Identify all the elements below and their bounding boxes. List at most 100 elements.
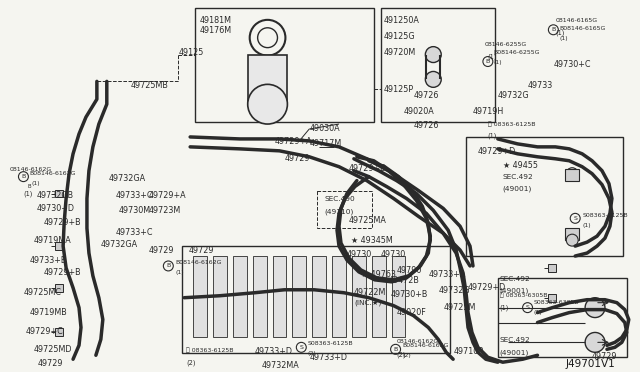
Text: SEC.492: SEC.492 <box>503 174 534 180</box>
Text: 49030A: 49030A <box>309 124 340 133</box>
Text: 49733+B: 49733+B <box>29 256 67 265</box>
Text: SEC.492: SEC.492 <box>500 337 531 343</box>
Circle shape <box>585 333 605 352</box>
Text: 49125G: 49125G <box>383 32 415 41</box>
Bar <box>548 264 556 272</box>
Text: S: S <box>525 305 529 310</box>
Text: (1): (1) <box>175 270 184 275</box>
Bar <box>55 242 63 250</box>
Bar <box>332 256 346 337</box>
Text: 49729+B: 49729+B <box>44 218 81 227</box>
Text: S08363-6125B: S08363-6125B <box>582 214 628 218</box>
Bar <box>372 256 386 337</box>
Text: 49710R: 49710R <box>453 347 484 356</box>
Text: 49729: 49729 <box>188 246 214 255</box>
Text: 49020F: 49020F <box>397 308 426 317</box>
Text: ★ 49763: ★ 49763 <box>361 270 396 279</box>
Text: 49717M: 49717M <box>309 139 342 148</box>
Bar <box>498 278 627 357</box>
Text: 49720M: 49720M <box>383 48 416 57</box>
Text: (1): (1) <box>488 54 497 60</box>
Text: 49733+C: 49733+C <box>116 228 153 237</box>
Circle shape <box>426 71 441 87</box>
Text: 49733: 49733 <box>527 81 553 90</box>
Text: 49730M: 49730M <box>118 206 151 215</box>
Text: B08146-6162G: B08146-6162G <box>29 171 76 176</box>
Text: 49725MC: 49725MC <box>24 288 61 297</box>
Bar <box>317 190 372 228</box>
Text: ⒢ 08363-6305B: ⒢ 08363-6305B <box>500 293 547 298</box>
Text: B: B <box>166 263 170 269</box>
Text: (49001): (49001) <box>500 349 529 356</box>
Text: 491250A: 491250A <box>383 16 420 25</box>
Text: 49730: 49730 <box>347 250 372 259</box>
Text: 49730+C: 49730+C <box>554 60 591 68</box>
Circle shape <box>566 168 578 180</box>
Text: 49730+D: 49730+D <box>36 205 74 214</box>
Text: 08146-6162G: 08146-6162G <box>397 339 439 344</box>
Text: 49725M: 49725M <box>444 303 476 312</box>
Text: 08146-6162G: 08146-6162G <box>10 167 52 172</box>
Text: 49733+D: 49733+D <box>255 347 292 356</box>
Bar <box>565 169 579 181</box>
Text: B08146-6165G: B08146-6165G <box>559 26 605 31</box>
Text: 49729+B: 49729+B <box>44 268 81 277</box>
Text: 49725MD: 49725MD <box>33 345 72 355</box>
Text: 49732GB: 49732GB <box>36 190 74 199</box>
Bar <box>352 256 366 337</box>
Bar <box>312 256 326 337</box>
Bar <box>292 256 307 337</box>
Text: B: B <box>394 347 397 352</box>
Bar <box>55 328 63 336</box>
Text: 49719MA: 49719MA <box>33 236 71 245</box>
Text: 49020A: 49020A <box>403 107 435 116</box>
Text: B: B <box>21 174 26 179</box>
Text: 08146-6165G: 08146-6165G <box>556 18 598 23</box>
Bar <box>253 256 267 337</box>
Text: 49729: 49729 <box>148 246 174 255</box>
Bar <box>548 294 556 302</box>
Text: 49181M: 49181M <box>200 16 232 25</box>
Text: 49726: 49726 <box>413 121 439 130</box>
Text: 49729+D: 49729+D <box>478 147 516 156</box>
Text: (1): (1) <box>559 36 568 41</box>
Text: 49125P: 49125P <box>383 85 414 94</box>
Circle shape <box>566 234 578 246</box>
Text: B: B <box>486 59 490 64</box>
Text: 49790: 49790 <box>397 266 422 275</box>
Text: (1): (1) <box>24 190 33 197</box>
Text: (49110): (49110) <box>324 208 353 215</box>
Text: S08363-6125B: S08363-6125B <box>307 341 353 346</box>
Text: B08146-6162G: B08146-6162G <box>175 260 222 265</box>
Text: (1): (1) <box>500 305 509 311</box>
Text: 08146-6255G: 08146-6255G <box>485 42 527 46</box>
Text: (49001): (49001) <box>500 288 529 294</box>
Text: SEC.490: SEC.490 <box>324 196 355 202</box>
Text: 49125: 49125 <box>179 48 204 57</box>
Text: 49729: 49729 <box>592 352 618 361</box>
Circle shape <box>248 84 287 124</box>
Bar <box>392 256 406 337</box>
Text: 49729: 49729 <box>37 359 63 368</box>
Text: (49001): (49001) <box>503 186 532 192</box>
Text: 49732MA: 49732MA <box>262 361 300 370</box>
Text: 49719H: 49719H <box>473 107 504 116</box>
Text: (1): (1) <box>582 223 591 228</box>
Text: B: B <box>551 27 556 32</box>
Text: 49733+A: 49733+A <box>428 270 466 279</box>
Text: ⒢ 08363-6125B: ⒢ 08363-6125B <box>186 347 234 353</box>
Bar <box>193 256 207 337</box>
Text: 49725MB: 49725MB <box>131 81 168 90</box>
Text: (2): (2) <box>307 351 316 356</box>
Text: 49732GA: 49732GA <box>101 240 138 249</box>
Text: 49733+C: 49733+C <box>116 190 153 199</box>
Bar <box>55 284 63 292</box>
Text: 49729+D: 49729+D <box>349 164 387 173</box>
Text: 49730: 49730 <box>381 250 406 259</box>
Text: (1): (1) <box>31 181 40 186</box>
Text: S: S <box>573 216 577 221</box>
Text: 49725MA: 49725MA <box>349 217 387 225</box>
Text: (1): (1) <box>488 133 497 140</box>
Text: (2): (2) <box>397 351 406 358</box>
Bar <box>273 256 287 337</box>
